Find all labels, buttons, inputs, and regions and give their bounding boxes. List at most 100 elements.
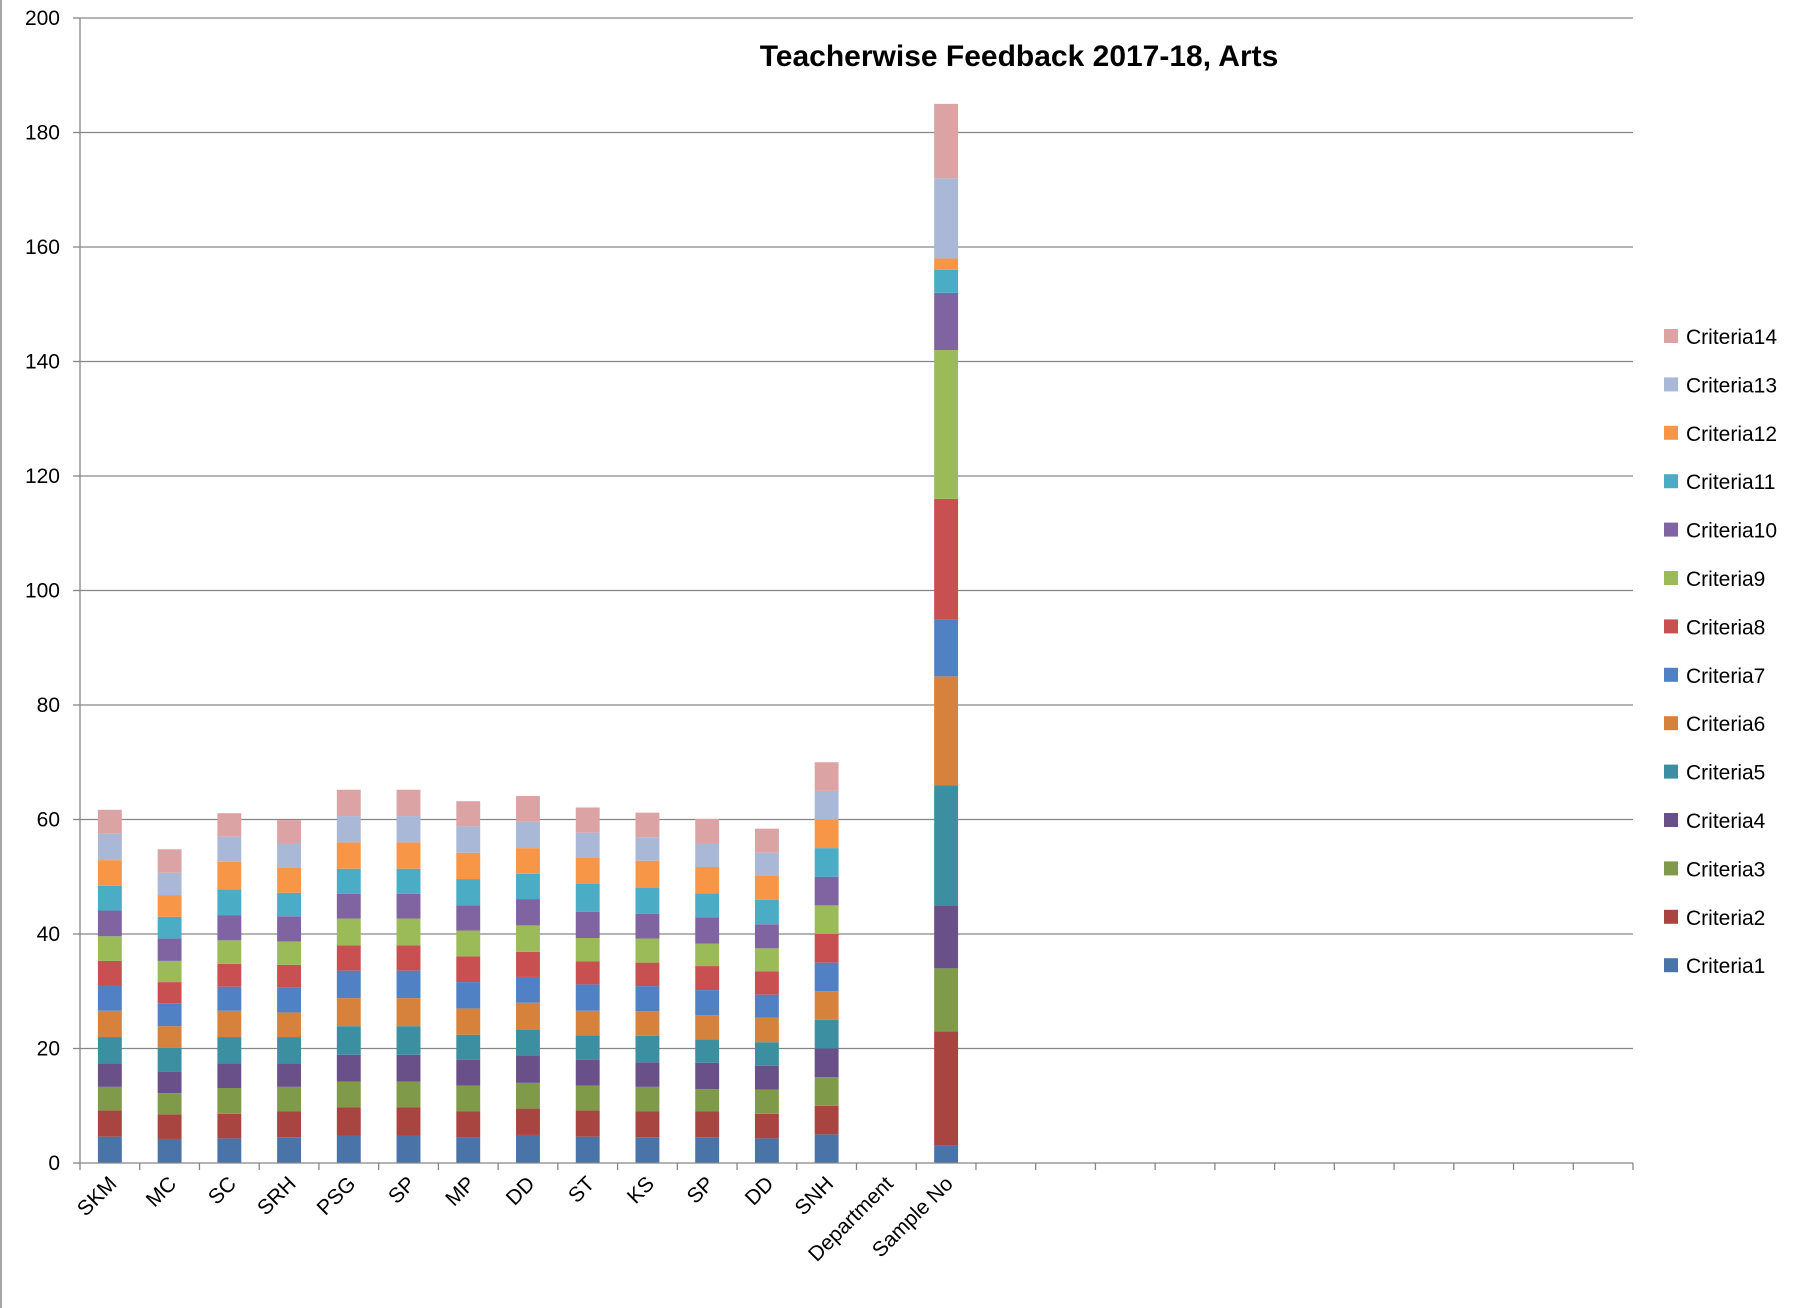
bar-segment-criteria2 — [456, 1111, 481, 1138]
legend-label: Criteria10 — [1686, 520, 1777, 543]
legend-label: Criteria13 — [1686, 374, 1777, 397]
bar-segment-criteria7 — [157, 1003, 182, 1027]
bar-segment-criteria14 — [336, 789, 361, 817]
bar-segment-criteria3 — [934, 968, 959, 1032]
bar-segment-criteria10 — [934, 292, 959, 351]
bar-segment-criteria11 — [277, 892, 302, 917]
legend-swatch-criteria7 — [1664, 667, 1678, 682]
bar-segment-criteria12 — [814, 819, 839, 849]
bar-segment-criteria14 — [754, 828, 779, 853]
bar-segment-criteria12 — [277, 867, 302, 893]
bar-segment-criteria11 — [456, 879, 481, 906]
bar-segment-criteria10 — [157, 938, 182, 961]
bar-segment-criteria14 — [97, 809, 122, 834]
bar-segment-criteria13 — [277, 842, 302, 868]
bar-segment-criteria14 — [456, 801, 481, 827]
bar-segment-criteria8 — [277, 964, 302, 988]
legend-label: Criteria3 — [1686, 858, 1765, 881]
bar-segment-criteria7 — [277, 987, 302, 1013]
bar-segment-criteria11 — [934, 269, 959, 293]
bar-segment-criteria14 — [516, 796, 540, 822]
bar-segment-criteria8 — [456, 956, 481, 983]
bar-stacks — [97, 103, 959, 1163]
legend-label: Criteria2 — [1686, 907, 1765, 930]
bar-segment-criteria1 — [516, 1134, 540, 1163]
bar-segment-criteria5 — [754, 1042, 779, 1066]
bar-segment-criteria5 — [217, 1037, 242, 1064]
bar-segment-criteria8 — [157, 982, 182, 1004]
bar-segment-criteria12 — [635, 860, 660, 888]
bar-segment-criteria7 — [516, 976, 540, 1003]
bar-segment-criteria5 — [575, 1035, 600, 1060]
bar-segment-criteria12 — [157, 895, 182, 917]
y-tick-label: 180 — [25, 122, 60, 145]
legend-swatch-criteria2 — [1664, 909, 1678, 924]
y-tick-label: 80 — [37, 694, 60, 717]
bar-segment-criteria8 — [754, 971, 779, 995]
bar-segment-criteria2 — [516, 1108, 540, 1135]
legend-swatch-criteria6 — [1664, 716, 1678, 731]
bar-segment-criteria8 — [97, 960, 122, 986]
bar-segment-criteria2 — [934, 1031, 959, 1146]
bar-segment-criteria14 — [575, 807, 600, 833]
bar-segment-criteria9 — [635, 938, 660, 963]
bar-segment-criteria12 — [934, 258, 959, 270]
bar-segment-criteria7 — [575, 984, 600, 1011]
bar-segment-criteria9 — [575, 938, 600, 962]
legend-label: Criteria5 — [1686, 762, 1765, 785]
bar-segment-criteria2 — [157, 1114, 182, 1139]
bar-segment-criteria13 — [516, 821, 540, 849]
bar-segment-criteria11 — [217, 889, 242, 916]
bar-segment-criteria1 — [277, 1137, 302, 1163]
bar-segment-criteria11 — [336, 868, 361, 894]
y-tick-label: 40 — [37, 923, 60, 946]
bar-segment-criteria12 — [336, 842, 361, 869]
y-tick-label: 0 — [48, 1152, 60, 1175]
legend-swatch-criteria14 — [1664, 329, 1678, 343]
bar-segment-criteria12 — [575, 857, 600, 884]
bar-segment-criteria10 — [754, 924, 779, 949]
bar-segment-criteria13 — [456, 826, 481, 853]
bar-segment-criteria6 — [396, 998, 421, 1027]
bar-segment-criteria8 — [934, 498, 959, 620]
bar-segment-criteria1 — [934, 1145, 959, 1163]
bar-segment-criteria7 — [217, 986, 242, 1011]
bar-segment-criteria4 — [516, 1055, 540, 1083]
bar-segment-criteria13 — [934, 178, 959, 259]
bar-segment-criteria8 — [217, 963, 242, 987]
bar-segment-criteria14 — [277, 820, 302, 843]
bar-segment-criteria11 — [575, 883, 600, 912]
bar-segment-criteria9 — [157, 960, 182, 983]
bar-segment-criteria13 — [754, 852, 779, 876]
bar-segment-criteria3 — [754, 1089, 779, 1114]
y-tick-label: 160 — [25, 236, 60, 259]
bar-segment-criteria11 — [695, 893, 720, 918]
legend-swatch-criteria13 — [1664, 377, 1678, 392]
bar-segment-criteria12 — [695, 867, 720, 894]
bar-segment-criteria14 — [217, 813, 242, 837]
bar-segment-criteria1 — [336, 1135, 361, 1163]
bar-segment-criteria2 — [336, 1107, 361, 1136]
bar-segment-criteria5 — [456, 1034, 481, 1060]
bar-segment-criteria6 — [217, 1010, 242, 1038]
y-tick-label: 100 — [25, 580, 60, 603]
legend-label: Criteria11 — [1686, 471, 1775, 494]
bar-segment-criteria13 — [396, 816, 421, 843]
bar-segment-criteria13 — [695, 842, 720, 868]
bar-segment-criteria5 — [157, 1047, 182, 1072]
bar-segment-criteria5 — [97, 1037, 122, 1064]
bar-segment-criteria6 — [635, 1011, 660, 1036]
bar-segment-criteria12 — [754, 875, 779, 900]
bar-segment-criteria9 — [754, 948, 779, 972]
bar-segment-criteria4 — [396, 1054, 421, 1082]
legend-label: Criteria9 — [1686, 568, 1765, 591]
bar-segment-criteria6 — [97, 1010, 122, 1038]
legend-swatch-criteria3 — [1664, 861, 1678, 876]
bar-segment-criteria2 — [814, 1105, 839, 1135]
bar-segment-criteria5 — [934, 785, 959, 906]
bar-segment-criteria9 — [695, 943, 720, 967]
bar-segment-criteria3 — [814, 1077, 839, 1106]
bar-segment-criteria1 — [217, 1138, 242, 1163]
bar-segment-criteria2 — [695, 1111, 720, 1138]
bar-segment-criteria1 — [695, 1137, 720, 1163]
